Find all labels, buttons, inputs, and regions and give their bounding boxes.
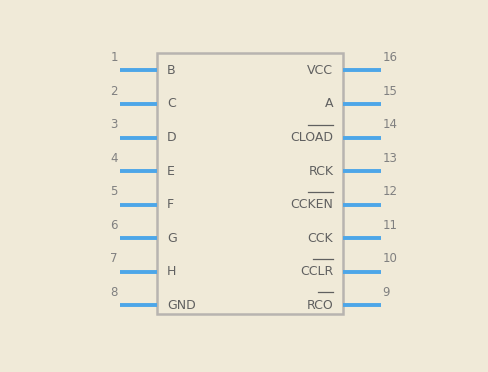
Text: E: E (167, 164, 175, 177)
Text: 3: 3 (110, 118, 118, 131)
Text: 15: 15 (383, 85, 397, 98)
Text: B: B (167, 64, 176, 77)
Text: H: H (167, 265, 176, 278)
Text: F: F (167, 198, 174, 211)
Text: CCKEN: CCKEN (290, 198, 333, 211)
Text: 10: 10 (383, 253, 397, 266)
Text: C: C (167, 97, 176, 110)
Text: CCLR: CCLR (300, 265, 333, 278)
Text: 1: 1 (110, 51, 118, 64)
Text: GND: GND (167, 299, 196, 312)
Text: D: D (167, 131, 177, 144)
Text: G: G (167, 232, 177, 245)
Text: 4: 4 (110, 152, 118, 165)
Text: 5: 5 (110, 185, 118, 198)
Bar (158, 53, 343, 314)
Text: 16: 16 (383, 51, 397, 64)
Text: 7: 7 (110, 253, 118, 266)
Text: CLOAD: CLOAD (290, 131, 333, 144)
Text: CCK: CCK (307, 232, 333, 245)
Text: A: A (325, 97, 333, 110)
Text: 11: 11 (383, 219, 397, 232)
Text: RCO: RCO (306, 299, 333, 312)
Text: 6: 6 (110, 219, 118, 232)
Text: 14: 14 (383, 118, 397, 131)
Text: 13: 13 (383, 152, 397, 165)
Text: VCC: VCC (307, 64, 333, 77)
Text: 12: 12 (383, 185, 397, 198)
Text: 8: 8 (110, 286, 118, 299)
Text: 9: 9 (383, 286, 390, 299)
Text: 2: 2 (110, 85, 118, 98)
Text: RCK: RCK (308, 164, 333, 177)
